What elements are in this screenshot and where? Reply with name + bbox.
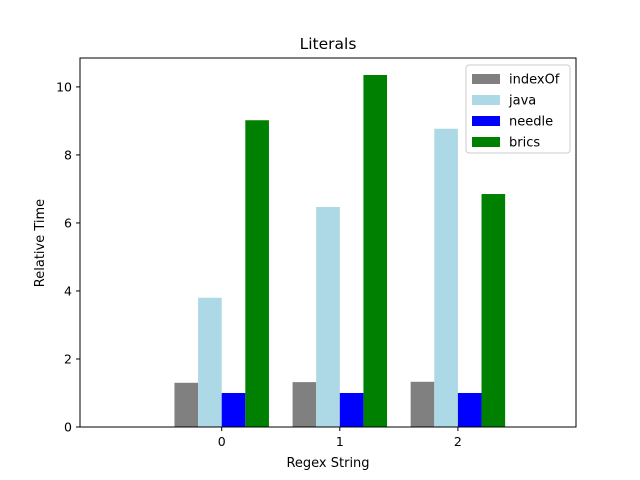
bar-indexOf-0 [174, 382, 199, 427]
legend: indexOf java needle brics [465, 64, 571, 154]
chart-title: Literals [300, 35, 357, 53]
x-tick-label: 0 [218, 434, 226, 449]
x-tick-label: 2 [454, 434, 462, 449]
x-tick-label: 1 [336, 434, 344, 449]
legend-swatch-brics [472, 137, 500, 147]
bar-brics-0 [245, 120, 269, 427]
y-tick-label: 2 [64, 351, 72, 366]
axes-group: 0 1 2 0 2 4 6 8 10 [56, 57, 577, 449]
legend-swatch-needle [472, 116, 500, 126]
y-tick-label: 8 [64, 147, 72, 162]
bar-brics-1 [363, 75, 388, 427]
legend-label-java: java [508, 94, 536, 109]
x-axis-label: Regex String [286, 456, 369, 471]
bar-needle-1 [339, 392, 364, 427]
plot-frame [79, 57, 577, 428]
y-tick-label: 0 [64, 420, 72, 435]
bar-needle-2 [457, 392, 482, 427]
bar-indexOf-2 [410, 381, 435, 427]
bar-java-0 [198, 297, 222, 427]
y-axis-label: Relative Time [33, 199, 48, 287]
bar-indexOf-1 [292, 382, 317, 427]
bar-brics-2 [481, 194, 506, 427]
legend-box [465, 64, 571, 154]
bar-needle-0 [221, 392, 246, 427]
legend-label-brics: brics [509, 136, 540, 151]
y-tick-label: 6 [64, 215, 72, 230]
bar-java-1 [316, 206, 340, 427]
bar-java-2 [434, 128, 458, 427]
y-tick-label: 4 [64, 283, 72, 298]
y-tick-label: 10 [56, 79, 72, 94]
legend-swatch-java [472, 95, 500, 105]
bars-group [174, 75, 506, 427]
legend-label-indexOf: indexOf [509, 73, 560, 88]
legend-swatch-indexOf [472, 74, 500, 84]
legend-label-needle: needle [509, 115, 553, 130]
